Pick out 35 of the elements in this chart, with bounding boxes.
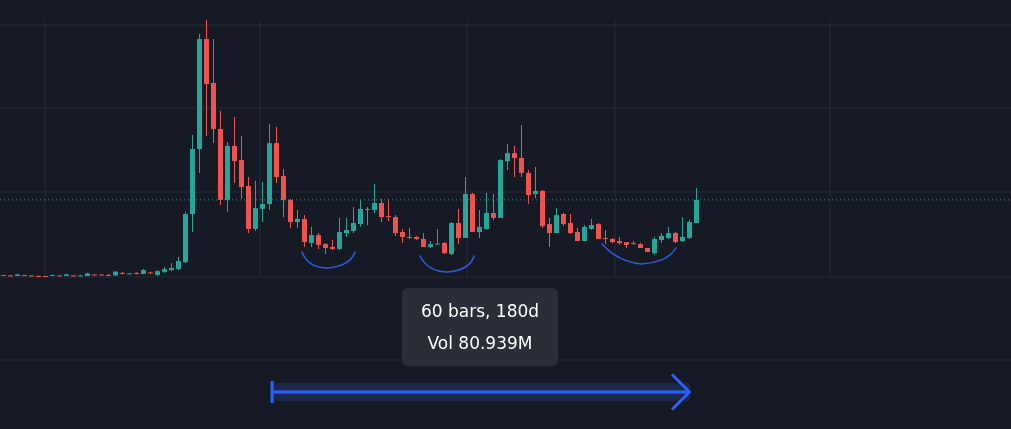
candlestick bbox=[554, 207, 559, 234]
candlestick bbox=[232, 116, 237, 184]
candlestick bbox=[365, 206, 370, 226]
candlestick bbox=[337, 217, 342, 251]
candlestick bbox=[526, 169, 531, 205]
candlestick bbox=[407, 227, 412, 240]
candlestick bbox=[288, 198, 293, 229]
candlestick bbox=[505, 143, 510, 171]
text: Vol 80.939M bbox=[427, 333, 533, 353]
candlestick bbox=[547, 217, 552, 248]
candlestick bbox=[358, 199, 363, 228]
candlestick bbox=[372, 183, 377, 214]
candlestick bbox=[302, 214, 307, 248]
candlestick bbox=[379, 198, 384, 223]
candlestick bbox=[512, 145, 517, 178]
candlestick bbox=[533, 166, 538, 199]
candlestick bbox=[435, 228, 440, 245]
candlestick bbox=[393, 214, 398, 237]
candlestick bbox=[477, 209, 482, 239]
candlestick bbox=[680, 216, 685, 243]
text: 60 bars, 180d bbox=[420, 301, 540, 321]
candlestick bbox=[253, 180, 258, 232]
candlestick bbox=[687, 219, 692, 240]
candlestick bbox=[281, 168, 286, 218]
candlestick bbox=[260, 181, 265, 223]
candlestick bbox=[491, 193, 496, 221]
candlestick bbox=[519, 124, 524, 178]
candlestick bbox=[484, 192, 489, 231]
candlestick bbox=[344, 217, 349, 238]
candlestick bbox=[568, 213, 573, 235]
candlestick bbox=[456, 208, 461, 245]
candlestick bbox=[694, 187, 699, 224]
candlestick bbox=[351, 206, 356, 234]
candlestick bbox=[603, 229, 608, 245]
candlestick bbox=[309, 226, 314, 248]
